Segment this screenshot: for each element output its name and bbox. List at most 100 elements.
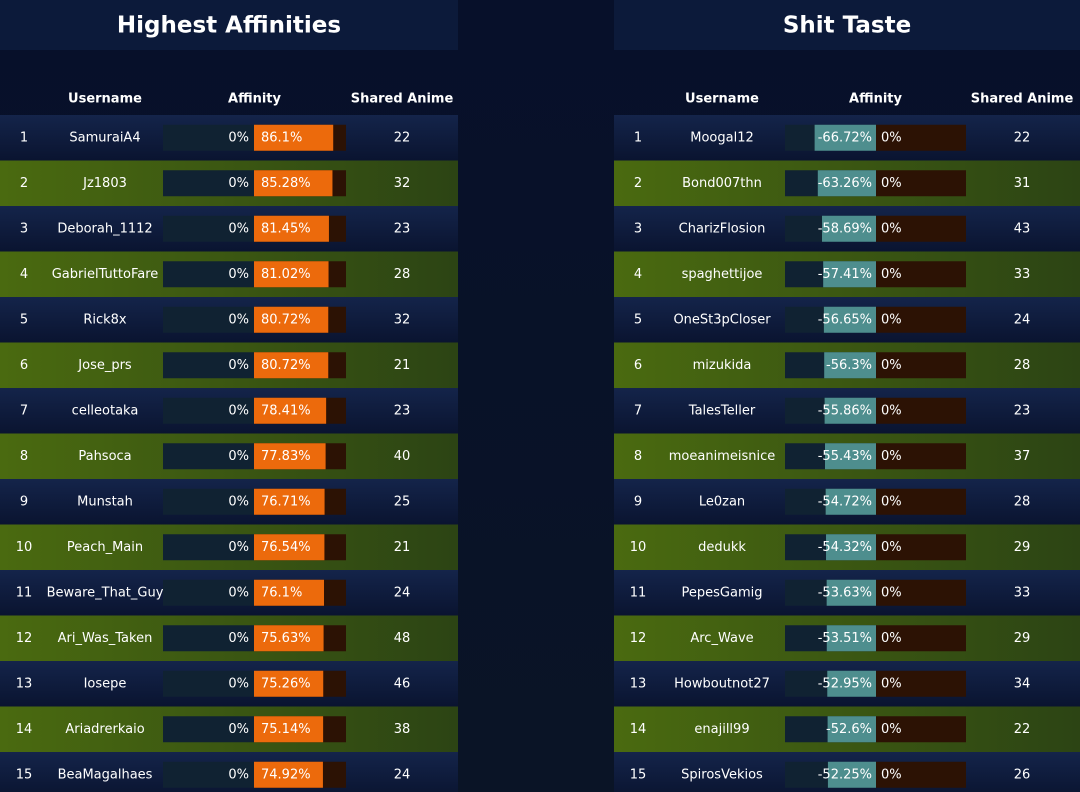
affinity-label: -53.63% [818, 585, 872, 600]
rank: 15 [630, 767, 647, 782]
bar-track-right [876, 534, 966, 561]
shared-anime: 21 [394, 358, 411, 373]
username: Ari_Was_Taken [58, 631, 153, 646]
rank: 1 [20, 130, 28, 145]
shared-anime: 31 [1014, 176, 1031, 191]
rank: 6 [634, 358, 642, 373]
rank: 14 [630, 722, 647, 737]
affinity-label: -55.43% [818, 449, 872, 464]
shared-anime: 32 [394, 176, 411, 191]
affinity-label: 75.14% [261, 722, 311, 737]
affinity-bar [827, 716, 876, 743]
affinity-label: -66.72% [818, 130, 872, 145]
affinity-label: 76.54% [261, 540, 311, 555]
affinity-bar [825, 488, 876, 515]
bar-track-right [876, 397, 966, 424]
bar-track-left [163, 625, 254, 652]
shared-anime: 37 [1014, 449, 1031, 464]
column-header: Affinity [228, 92, 281, 107]
column-header: Shared Anime [971, 92, 1074, 107]
username: celleotaka [72, 403, 139, 418]
affinity-bar [254, 488, 325, 515]
username: dedukk [698, 540, 746, 555]
zero-label: 0% [228, 449, 249, 464]
username: PepesGamig [682, 585, 763, 600]
affinity-bar [823, 261, 876, 288]
rank: 12 [630, 631, 647, 646]
affinity-bar [254, 443, 326, 470]
rank: 11 [630, 585, 647, 600]
shared-anime: 40 [394, 449, 411, 464]
shared-anime: 28 [1014, 494, 1031, 509]
shared-anime: 28 [394, 267, 411, 282]
shared-anime: 22 [1014, 130, 1031, 145]
bar-track-left [163, 579, 254, 606]
bar-track-right [876, 306, 966, 333]
affinity-label: -56.3% [826, 358, 872, 373]
affinity-label: -56.65% [818, 312, 872, 327]
rank: 7 [634, 403, 642, 418]
bar-track-left [163, 306, 254, 333]
affinity-bar [825, 443, 876, 470]
bar-track-right [876, 761, 966, 788]
affinity-bar [254, 670, 324, 697]
rank: 8 [20, 449, 28, 464]
shared-anime: 32 [394, 312, 411, 327]
rank: 14 [16, 722, 33, 737]
bar-track-right [876, 670, 966, 697]
shared-anime: 23 [394, 403, 411, 418]
affinity-bar [254, 306, 329, 333]
bar-track-left [163, 716, 254, 743]
zero-label: 0% [228, 676, 249, 691]
affinity-bar [254, 397, 327, 424]
affinity-bar [254, 625, 324, 652]
affinity-label: 77.83% [261, 449, 311, 464]
rank: 15 [16, 767, 33, 782]
affinity-label: 85.28% [261, 176, 311, 191]
shared-anime: 43 [1014, 221, 1031, 236]
affinity-label: -54.72% [818, 494, 872, 509]
column-header: Username [68, 92, 142, 107]
username: Howboutnot27 [674, 676, 770, 691]
zero-label: 0% [228, 221, 249, 236]
shared-anime: 22 [1014, 722, 1031, 737]
affinity-bar [826, 625, 876, 652]
bar-track-left [163, 170, 254, 197]
zero-label: 0% [881, 267, 902, 282]
bar-track-left [163, 534, 254, 561]
affinity-bar [254, 579, 325, 606]
affinity-label: 81.02% [261, 267, 311, 282]
shared-anime: 23 [1014, 403, 1031, 418]
zero-label: 0% [881, 130, 902, 145]
username: Arc_Wave [690, 631, 753, 646]
affinity-label: -53.51% [818, 631, 872, 646]
zero-label: 0% [881, 176, 902, 191]
shared-anime: 29 [1014, 631, 1031, 646]
affinity-bar [817, 170, 876, 197]
rank: 8 [634, 449, 642, 464]
table-title: Highest Affinities [117, 13, 341, 39]
affinity-label: 76.71% [261, 494, 311, 509]
zero-label: 0% [228, 403, 249, 418]
shared-anime: 33 [1014, 585, 1031, 600]
rank: 2 [634, 176, 642, 191]
affinity-bar [254, 215, 329, 242]
rank: 10 [630, 540, 647, 555]
bar-track-left [163, 670, 254, 697]
bar-track-left [163, 443, 254, 470]
zero-label: 0% [881, 767, 902, 782]
affinity-label: 75.26% [261, 676, 311, 691]
affinity-bar [254, 716, 324, 743]
username: Rick8x [83, 312, 127, 327]
username: mizukida [693, 358, 752, 373]
affinity-bar [254, 170, 333, 197]
zero-label: 0% [881, 494, 902, 509]
affinity-bar [824, 352, 876, 379]
zero-label: 0% [881, 631, 902, 646]
username: Munstah [77, 494, 133, 509]
affinity-label: 78.41% [261, 403, 311, 418]
username: Ariadrerkaio [65, 722, 144, 737]
bar-track-left [163, 397, 254, 424]
affinity-bar [827, 670, 876, 697]
